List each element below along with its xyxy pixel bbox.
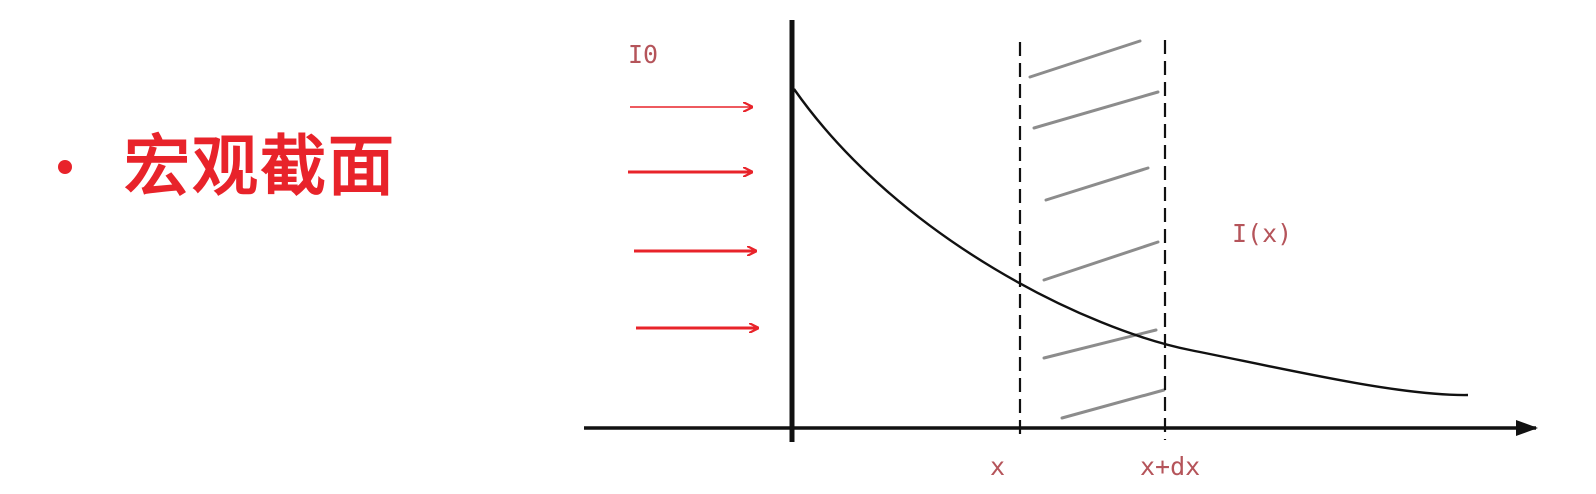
label-x: x: [990, 452, 1005, 481]
bullet-item: 宏观截面: [58, 134, 396, 200]
label-x-plus-dx: x+dx: [1140, 452, 1200, 481]
label-intensity: I(x): [1232, 219, 1292, 248]
bullet-text: 宏观截面: [124, 128, 396, 205]
attenuation-curve: [793, 88, 1469, 397]
label-incident: I0: [628, 40, 658, 69]
incident-arrows: [628, 107, 758, 328]
slab-hatching: [1028, 39, 1166, 420]
bullet-dot-icon: [58, 160, 72, 174]
